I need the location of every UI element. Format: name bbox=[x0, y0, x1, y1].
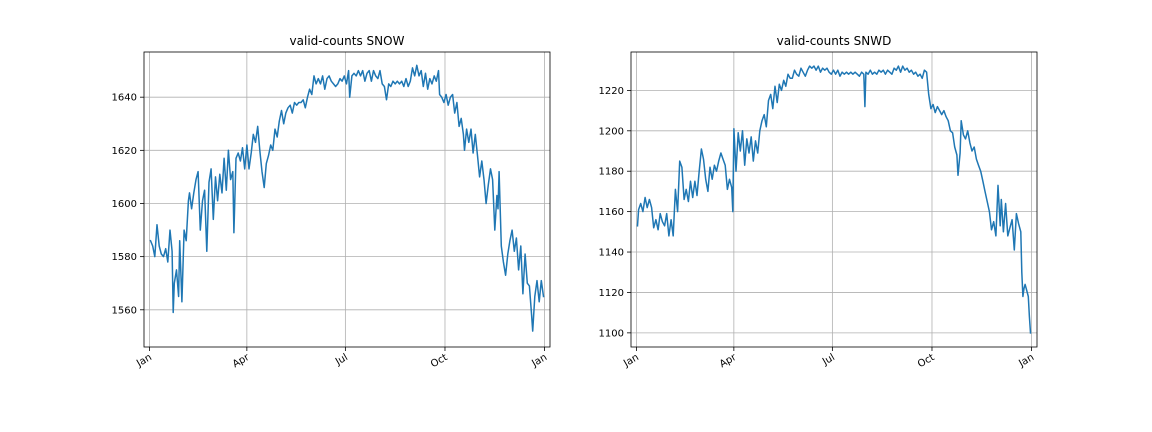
chart-panel-2: Jan Apr Jul Oct Jan 1100 1120 1140 1160 1180 1200 1… bbox=[599, 34, 1038, 371]
x-tick-label: Jul bbox=[820, 352, 837, 368]
y-tick-label: 1160 bbox=[599, 207, 624, 218]
x-tick-label: Apr bbox=[231, 352, 252, 371]
plot-frame bbox=[630, 51, 1038, 348]
y-tick-label: 1580 bbox=[112, 252, 137, 263]
x-tick-label: Jan bbox=[134, 352, 154, 370]
chart-panel-1: Jan Apr Jul Oct Jan 1560 1580 1600 1620 1640 valid… bbox=[112, 34, 551, 371]
chart-title: valid-counts SNWD bbox=[777, 34, 892, 48]
y-tick-label: 1640 bbox=[112, 93, 137, 104]
y-tick-label: 1220 bbox=[599, 86, 624, 97]
y-tick-label: 1180 bbox=[599, 167, 624, 178]
plot-frame bbox=[143, 51, 551, 348]
x-tick-label: Jul bbox=[333, 352, 350, 368]
x-tick-label: Jan bbox=[621, 352, 641, 370]
y-tick-label: 1200 bbox=[599, 126, 624, 137]
series-line bbox=[149, 64, 545, 332]
series-line bbox=[636, 65, 1032, 334]
y-tick-label: 1120 bbox=[599, 288, 624, 299]
x-tick-label: Oct bbox=[429, 352, 450, 370]
chart-title: valid-counts SNOW bbox=[290, 34, 405, 48]
x-tick-label: Oct bbox=[916, 352, 937, 370]
y-tick-label: 1100 bbox=[599, 328, 624, 339]
y-tick-label: 1620 bbox=[112, 146, 137, 157]
x-tick-label: Apr bbox=[718, 352, 739, 371]
y-tick-label: 1600 bbox=[112, 199, 137, 210]
x-tick-label: Jan bbox=[529, 352, 549, 370]
x-tick-label: Jan bbox=[1016, 352, 1036, 370]
y-tick-label: 1140 bbox=[599, 248, 624, 259]
y-tick-label: 1560 bbox=[112, 305, 137, 316]
